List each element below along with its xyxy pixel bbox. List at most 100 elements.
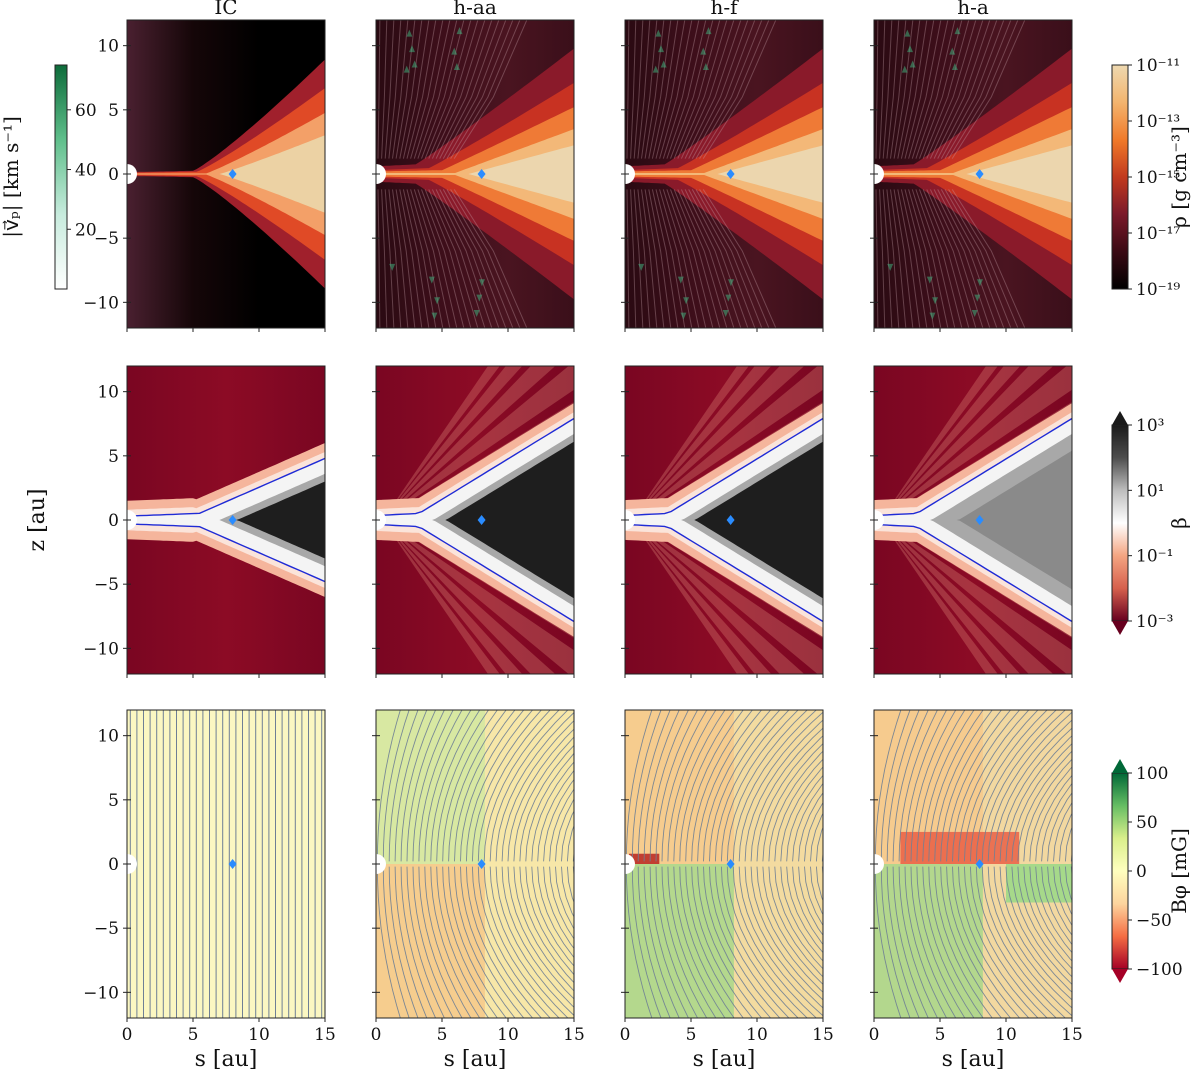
panel-h-a-row-1 <box>874 20 1072 328</box>
bphi-colorbar-tick-label: 0 <box>1136 862 1147 882</box>
bphi-colorbar-tick-label: −50 <box>1136 911 1172 931</box>
density-colorbar-tick-label: 10⁻¹⁹ <box>1136 280 1180 300</box>
velocity-streamline <box>453 189 528 328</box>
x-tick-label: 10 <box>248 1025 270 1045</box>
field-line <box>703 866 772 1018</box>
velocity-streamline <box>659 189 693 328</box>
velocity-streamline <box>381 20 388 159</box>
field-line <box>768 750 823 862</box>
y-tick-label: −5 <box>94 919 119 939</box>
velocity-streamline <box>680 20 735 159</box>
field-line <box>561 810 574 862</box>
density-colorbar <box>1111 64 1129 290</box>
field-line <box>685 866 744 1018</box>
velocity-arrow <box>655 29 662 37</box>
field-line <box>709 710 781 862</box>
velocity-streamline <box>688 20 749 159</box>
density-layer <box>625 145 823 203</box>
velocity-streamline <box>395 20 416 159</box>
velocity-streamline <box>926 20 977 159</box>
beta-wind-band <box>382 520 574 674</box>
velocity-streamline <box>384 189 395 328</box>
velocity-streamline <box>893 20 914 159</box>
field-line <box>1011 742 1072 862</box>
y-tick-label: −10 <box>83 639 119 659</box>
field-line <box>667 866 717 1018</box>
field-line <box>655 710 699 862</box>
velocity-streamline <box>940 20 1005 159</box>
field-line <box>922 710 975 862</box>
field-line <box>1053 866 1072 927</box>
velocity-streamline <box>424 189 472 328</box>
field-line <box>946 866 1012 1018</box>
panel-h-aa-row-2 <box>376 366 574 674</box>
field-line <box>667 710 717 862</box>
x-tick-label: 0 <box>122 1025 133 1045</box>
beta-wind-band <box>382 520 574 639</box>
field-line <box>436 866 490 1018</box>
velocity-streamline <box>922 20 970 159</box>
field-line <box>1029 766 1072 862</box>
beta-colorbar-bottom-arrow <box>1112 621 1128 635</box>
velocity-streamline <box>626 20 630 159</box>
x-axis-label-col-1: s [au] <box>195 1047 258 1072</box>
velocity-colorbar-tick-label: 60 <box>75 101 97 121</box>
field-line <box>1053 801 1072 862</box>
velocity-streamline <box>944 20 1012 159</box>
field-line <box>720 710 799 862</box>
field-line <box>720 866 799 1018</box>
field-line <box>744 866 823 1009</box>
field-line <box>750 866 823 1001</box>
panel-IC-row-1 <box>127 20 325 328</box>
field-line <box>981 710 1066 862</box>
velocity-streamline <box>684 20 742 159</box>
beta-wind-band <box>880 520 1072 674</box>
field-line <box>975 866 1057 1018</box>
field-line <box>993 866 1072 1009</box>
velocity-streamline <box>659 20 693 159</box>
marker-diamond <box>228 515 237 525</box>
panel-h-a-row-2 <box>874 366 1072 674</box>
panel-h-f-row-1 <box>625 20 823 328</box>
field-line <box>406 866 445 1018</box>
field-line <box>649 710 689 862</box>
field-line <box>661 710 708 862</box>
density-colorbar-label: ρ [g cm⁻³] <box>1167 126 1191 228</box>
field-line <box>691 866 753 1018</box>
field-line <box>1041 866 1072 946</box>
field-line <box>928 866 984 1018</box>
x-tick-label: 15 <box>812 1025 834 1045</box>
field-line <box>786 774 823 862</box>
field-line <box>460 866 525 1018</box>
bphi-negative-band <box>900 831 1020 864</box>
x-tick-label: 5 <box>935 1025 946 1045</box>
density-layer <box>376 145 574 203</box>
field-line <box>394 710 428 862</box>
inner-boundary <box>625 854 635 874</box>
velocity-streamline <box>392 189 409 328</box>
field-line <box>934 866 993 1018</box>
x-tick-label: 15 <box>1061 1025 1083 1045</box>
field-line <box>489 710 569 862</box>
velocity-arrow <box>971 310 978 318</box>
velocity-streamline <box>413 189 451 328</box>
velocity-streamline <box>951 189 1026 328</box>
field-line <box>519 866 574 984</box>
field-line <box>543 866 574 950</box>
field-line <box>703 710 772 862</box>
beta-colorbar-tick-label: 10⁻³ <box>1136 612 1173 632</box>
beta-wind-band <box>880 401 1072 520</box>
beta-wind-band <box>631 520 823 674</box>
field-line <box>969 710 1048 862</box>
marker-diamond <box>228 859 237 869</box>
field-line <box>892 866 929 1018</box>
field-line <box>376 866 401 1018</box>
field-line <box>655 866 699 1018</box>
density-colorbar-tick-label: 10⁻¹³ <box>1136 112 1180 132</box>
velocity-streamline <box>695 189 763 328</box>
x-tick-label: 10 <box>995 1025 1017 1045</box>
field-line <box>1047 792 1072 862</box>
velocity-streamline <box>406 20 437 159</box>
velocity-streamline <box>666 189 707 328</box>
field-line <box>886 866 920 1018</box>
